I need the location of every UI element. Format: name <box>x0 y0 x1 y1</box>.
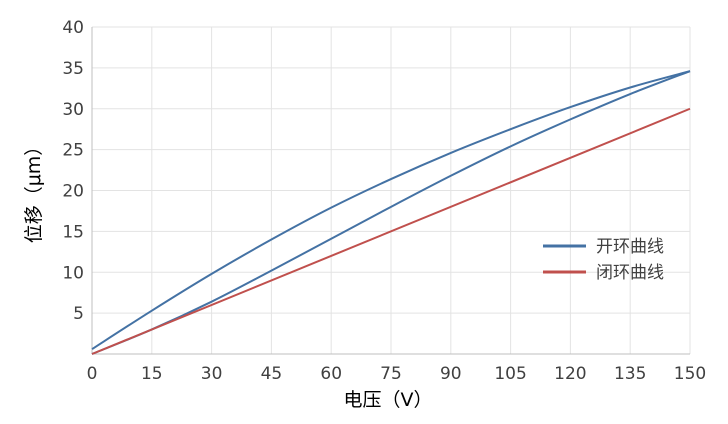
closed-loop-curve-1 <box>91 107 691 355</box>
tick-labels: 0 15 30 45 60 75 90 105 120 135 150 5 10 15 20 25 30 35 40 <box>62 18 706 384</box>
x-tick-label: 105 <box>494 364 526 384</box>
x-tick-label: 75 <box>380 364 402 384</box>
y-tick-label: 5 <box>73 304 84 324</box>
y-tick-label: 15 <box>62 222 84 242</box>
x-tick-label: 135 <box>614 364 646 384</box>
x-axis-title: 电压（V） <box>344 389 433 411</box>
legend: 开环曲线 闭环曲线 <box>543 237 664 283</box>
y-tick-label: 30 <box>62 100 84 120</box>
open-loop-curve-1 <box>91 70 691 350</box>
x-tick-label: 60 <box>320 364 342 384</box>
open-loop-curve-2 <box>91 70 691 355</box>
axes <box>91 27 690 355</box>
y-axis-title: 位移（μm） <box>23 137 45 244</box>
x-tick-label: 45 <box>261 364 283 384</box>
x-tick-label: 0 <box>87 364 98 384</box>
legend-label-open-loop: 开环曲线 <box>596 237 664 257</box>
series-lines <box>91 70 691 355</box>
y-tick-label: 40 <box>62 18 84 38</box>
x-tick-label: 150 <box>674 364 706 384</box>
y-tick-label: 35 <box>62 59 84 79</box>
x-tick-label: 120 <box>554 364 586 384</box>
grid <box>92 26 691 354</box>
y-tick-label: 10 <box>62 263 84 283</box>
x-tick-label: 90 <box>440 364 462 384</box>
legend-label-closed-loop: 闭环曲线 <box>596 263 664 283</box>
x-tick-label: 15 <box>141 364 163 384</box>
y-tick-label: 25 <box>62 141 84 161</box>
y-tick-label: 20 <box>62 182 84 202</box>
x-tick-label: 30 <box>201 364 223 384</box>
